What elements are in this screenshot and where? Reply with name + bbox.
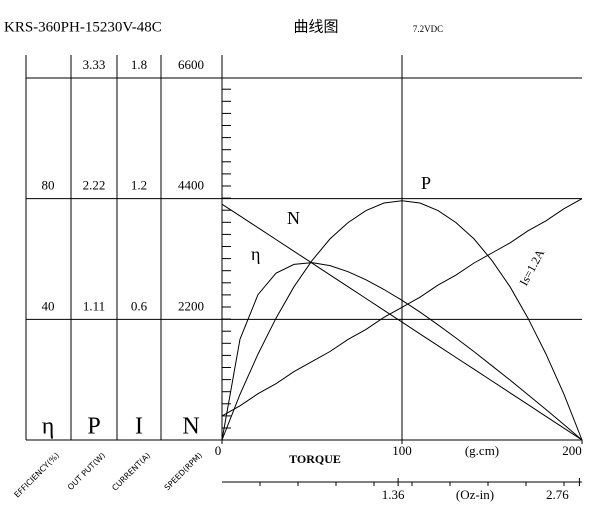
- x-unit: (g.cm): [465, 443, 499, 458]
- y-tick-label: 40: [42, 298, 55, 313]
- y-tick-label: 3.33: [83, 57, 106, 72]
- current-annotation: Is=1.2A: [517, 247, 548, 288]
- y-tick-label: 2200: [178, 298, 204, 313]
- curve: [221, 262, 583, 441]
- curve-label: η: [251, 244, 260, 264]
- y-tick-label: 0.6: [131, 298, 148, 313]
- curve: [221, 198, 583, 417]
- scale-axis-label: CURRENT(A): [110, 451, 152, 493]
- scale-axis-label: OUT PUT(W): [66, 451, 107, 492]
- x-tick-label: 0: [215, 443, 222, 458]
- y-tick-label: 6600: [178, 57, 204, 72]
- scale-symbol: P: [87, 414, 100, 440]
- x2-tick-label: 2.76: [546, 487, 569, 502]
- x-axis-label: TORQUE: [289, 452, 341, 466]
- x2-unit: (Oz-in): [456, 487, 494, 502]
- y-tick-label: 80: [42, 178, 55, 193]
- scale-axis-label: SPEED(RPM): [163, 451, 205, 493]
- curve-label: P: [421, 173, 431, 193]
- x-tick-label: 100: [392, 443, 412, 458]
- scale-symbol: η: [42, 414, 55, 440]
- scale-axis-label: EFFICIENCY(%): [13, 451, 62, 500]
- scale-symbol: I: [135, 414, 143, 440]
- y-tick-label: 1.8: [131, 57, 147, 72]
- curve: [221, 200, 583, 441]
- curve: [221, 203, 583, 441]
- x-tick-label: 200: [562, 443, 582, 458]
- voltage-label: 7.2VDC: [413, 24, 443, 34]
- y-tick-label: 1.2: [131, 178, 147, 193]
- curve-label: N: [287, 208, 300, 228]
- x2-tick-label: 1.36: [382, 487, 405, 502]
- y-tick-label: 1.11: [83, 298, 105, 313]
- chart-subtitle: 曲线图: [293, 18, 338, 35]
- y-tick-label: 4400: [178, 178, 204, 193]
- y-tick-label: 2.22: [83, 178, 106, 193]
- chart-title: KRS-360PH-15230V-48C: [4, 19, 162, 35]
- scale-symbol: N: [182, 414, 199, 440]
